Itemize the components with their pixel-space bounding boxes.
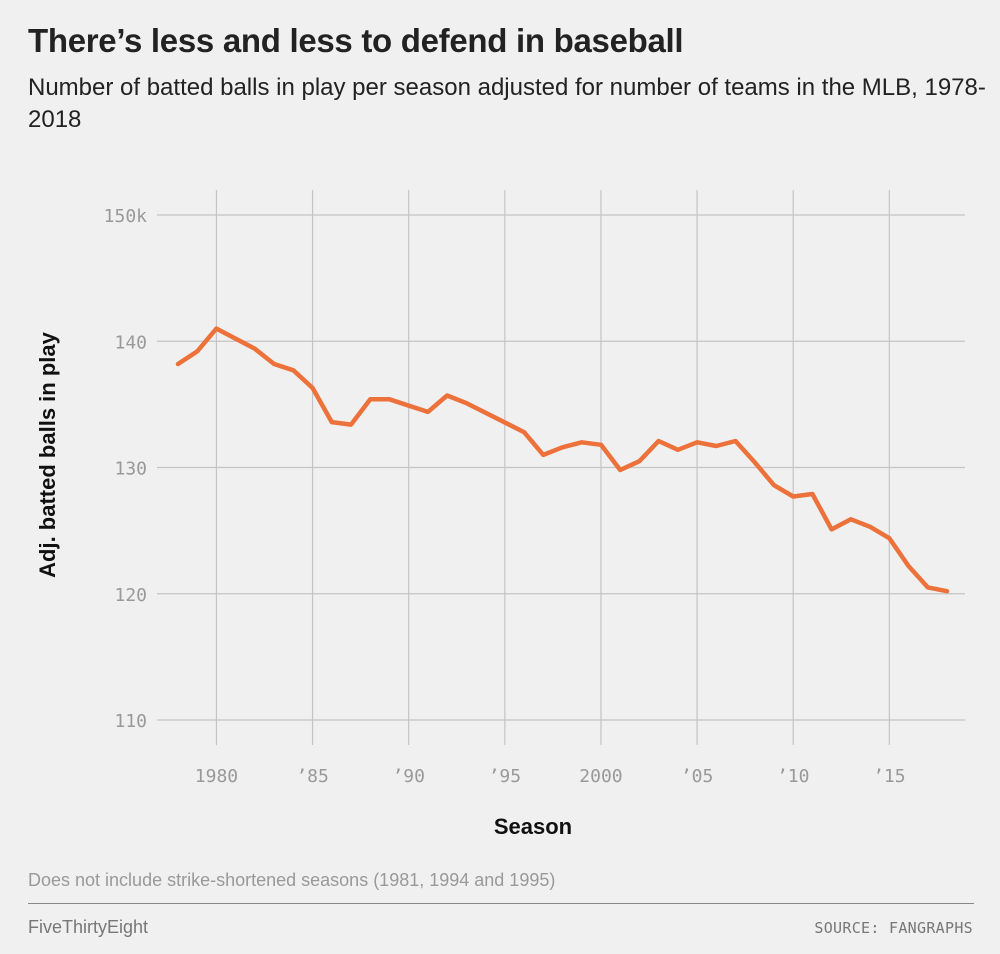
series-line <box>175 326 950 594</box>
footer-divider <box>28 903 974 904</box>
line-chart: 110 120 130 140 150k 1980 ’85 ’90 ’95 2000 ’05 ’10… <box>35 190 965 839</box>
chart-title: There’s less and less to defend in baseb… <box>28 22 684 59</box>
brand-logo-text: FiveThirtyEight <box>28 917 149 937</box>
x-tick-label: ’10 <box>777 766 810 787</box>
x-tick-label: ’90 <box>392 766 425 787</box>
y-tick-label: 150k <box>104 206 148 227</box>
footnote: Does not include strike-shortened season… <box>28 870 556 890</box>
x-axis-title: Season <box>494 814 572 839</box>
y-tick-label: 120 <box>114 585 147 606</box>
x-tick-label: 2000 <box>579 766 622 787</box>
x-tick-label: ’85 <box>296 766 329 787</box>
x-tick-label: 1980 <box>195 766 238 787</box>
x-tick-label: ’15 <box>873 766 906 787</box>
source-credit: SOURCE: FANGRAPHS <box>814 919 973 937</box>
x-tick-label: ’95 <box>489 766 522 787</box>
x-tick-label: ’05 <box>681 766 714 787</box>
chart-subtitle: Number of batted balls in play per seaso… <box>28 74 986 133</box>
y-tick-label: 130 <box>114 459 147 480</box>
y-tick-label: 110 <box>114 711 147 732</box>
y-tick-label: 140 <box>114 332 147 353</box>
y-gridlines <box>157 214 965 721</box>
y-axis-title: Adj. batted balls in play <box>35 331 60 577</box>
x-tick-labels: 1980 ’85 ’90 ’95 2000 ’05 ’10 ’15 <box>195 766 906 787</box>
series-layer <box>175 326 950 594</box>
y-tick-labels: 110 120 130 140 150k <box>104 206 148 732</box>
x-gridlines <box>215 190 890 745</box>
